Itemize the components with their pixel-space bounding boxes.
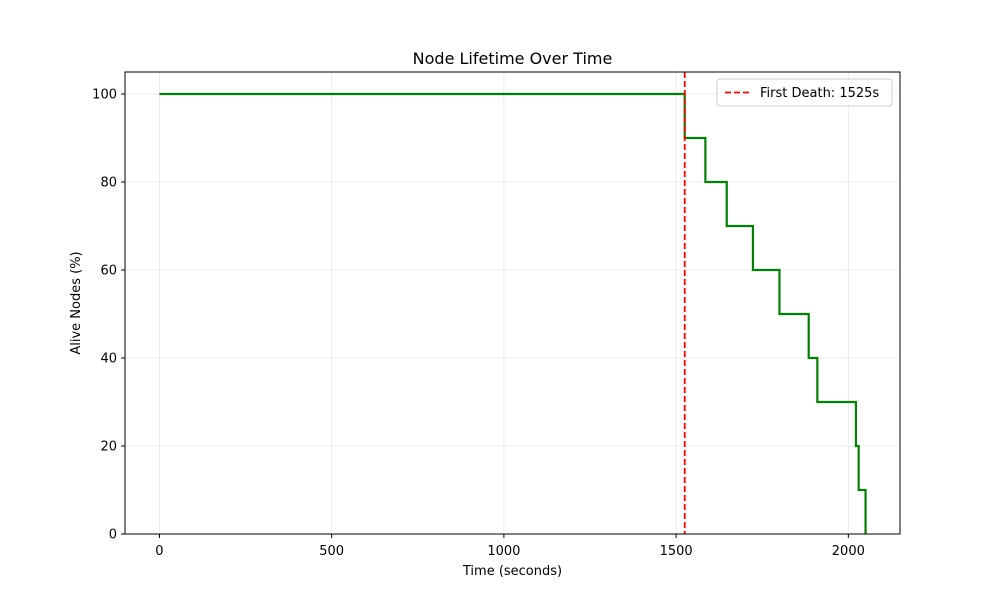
legend-label-first-death: First Death: 1525s [760,86,879,101]
y-tick-label: 40 [100,352,117,367]
legend: First Death: 1525s [716,78,893,107]
alive-nodes-step-line [159,92,867,534]
y-tick-label: 80 [100,176,117,191]
legend-box [716,78,893,107]
plot-area [159,72,867,534]
y-tick-label: 100 [92,88,117,103]
y-axis-ticks: 0 20 40 60 80 100 [92,88,125,543]
x-axis-label: Time (seconds) [462,564,562,579]
axes-frame [124,71,901,535]
x-tick-label: 1000 [487,544,520,559]
y-tick-label: 20 [100,440,117,455]
x-axis-ticks: 0 500 1000 1500 2000 [155,534,865,559]
x-tick-label: 500 [319,544,344,559]
y-axis-label: Alive Nodes (%) [69,251,84,354]
chart-title: Node Lifetime Over Time [413,49,613,68]
x-tick-label: 2000 [832,544,865,559]
y-tick-label: 0 [109,528,117,543]
x-tick-label: 1500 [660,544,693,559]
y-tick-label: 60 [100,264,117,279]
x-tick-label: 0 [155,544,163,559]
